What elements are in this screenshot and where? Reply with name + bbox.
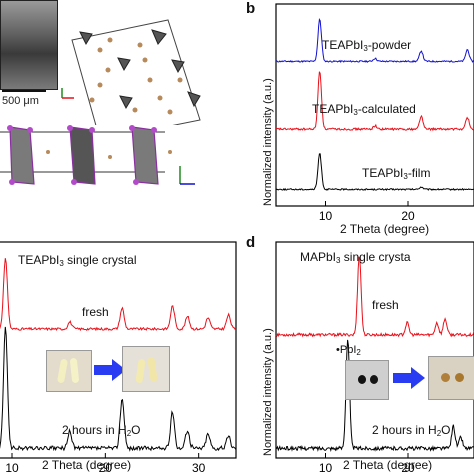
series-label-powder: TEAPbI3-powder: [322, 38, 411, 53]
chart-c-xtick-label-0: 10: [5, 461, 19, 474]
scale-bar: [2, 90, 46, 92]
chart-d-label-fresh: fresh: [372, 298, 399, 312]
film-label-main: TEAPbI: [362, 166, 404, 180]
chart-d-water-main: 2 hours in H: [372, 423, 437, 437]
chart-c-water-tail: O: [131, 423, 141, 437]
chart-b-xtick-label-0: 10: [319, 209, 333, 223]
photo-d-before: [345, 360, 389, 400]
chart-d-title-sub: 3: [336, 256, 341, 265]
chart-c-axes-frame: [0, 241, 237, 459]
series-label-calculated: TEAPbI3-calculated: [312, 102, 416, 117]
chart-d-xtick-label-1: 20: [401, 461, 415, 474]
chart-b-series-line-2: [275, 153, 474, 192]
calculated-label-sub: 3: [353, 108, 358, 117]
chart-d-ylabel: Normalized intensity (a.u.): [262, 328, 274, 456]
crystal-structure-side: [0, 125, 195, 185]
film-label-tail: -film: [407, 166, 431, 180]
chart-c-water-main: 2 hours in H: [62, 423, 127, 437]
sem-image: [0, 0, 58, 90]
chart-d-annotation-sub: 2: [356, 348, 361, 357]
photo-c-before: [46, 350, 92, 392]
powder-label-sub: 3: [363, 44, 368, 53]
powder-label-main: TEAPbI: [322, 38, 364, 52]
chart-d-series-line-1: [275, 339, 474, 453]
chart-c-series-line-1: [0, 326, 237, 452]
crystal-structure-top: [61, 19, 201, 125]
calculated-label-tail: -calculated: [357, 102, 416, 116]
series-label-film: TEAPbI3-film: [362, 166, 430, 181]
chart-c-title-tail: single crystal: [63, 253, 137, 267]
chart-c-title-sub: 3: [59, 259, 64, 268]
chart-c-xtick-label-1: 20: [99, 461, 113, 474]
sem-scale-bar-label: 500 μm: [2, 95, 39, 107]
film-label-sub: 3: [403, 172, 408, 181]
chart-d-series-line-0: [275, 256, 474, 338]
chart-b: 10 20: [275, 3, 474, 223]
photo-d-after: [428, 356, 474, 400]
panel-letter-d: d: [246, 234, 256, 251]
chart-b-axes-frame: [275, 3, 474, 207]
chart-c-xtick-label-2: 30: [192, 461, 206, 474]
chart-d-label-water: 2 hours in H2O: [372, 423, 451, 438]
chart-d-water-tail: O: [441, 423, 451, 437]
annotation-dot: •: [336, 344, 340, 356]
chart-d-annotation: •PbI2: [336, 344, 361, 357]
chart-d-annotation-main: PbI: [339, 344, 357, 356]
calculated-label-main: TEAPbI: [312, 102, 354, 116]
photo-c-after: [122, 346, 170, 392]
chart-c-title-main: TEAPbI: [18, 253, 60, 267]
chart-b-xlabel: 2 Theta (degree): [340, 222, 430, 236]
chart-d-title-main: MAPbI: [300, 250, 337, 264]
chart-c-label-water: 2 hours in H2O: [62, 423, 141, 438]
chart-d-xtick-label-0: 10: [319, 461, 333, 474]
panel-a: 500 μm: [0, 0, 240, 225]
chart-c-series-line-0: [0, 258, 237, 332]
chart-c-water-sub: 2: [126, 429, 132, 438]
arrow-c: [94, 359, 126, 381]
chart-c-label-fresh: fresh: [82, 305, 109, 319]
arrow-d: [393, 367, 425, 389]
panel-letter-b: b: [246, 0, 256, 17]
chart-d-water-sub: 2: [436, 429, 442, 438]
chart-d-title-tail: single crysta: [340, 250, 411, 264]
chart-b-series-line-0: [275, 18, 474, 63]
powder-label-tail: -powder: [367, 38, 412, 52]
chart-c-title: TEAPbI3 single crystal: [18, 253, 137, 268]
chart-b-series-line-1: [275, 71, 474, 132]
chart-d-title: MAPbI3 single crysta: [300, 250, 411, 265]
chart-d-xlabel: 2 Theta (degree): [343, 458, 433, 472]
chart-c-xlabel: 2 Theta (degree): [42, 458, 132, 472]
chart-d-axes-frame: [275, 241, 474, 459]
chart-b-xtick-label-1: 20: [401, 209, 415, 223]
